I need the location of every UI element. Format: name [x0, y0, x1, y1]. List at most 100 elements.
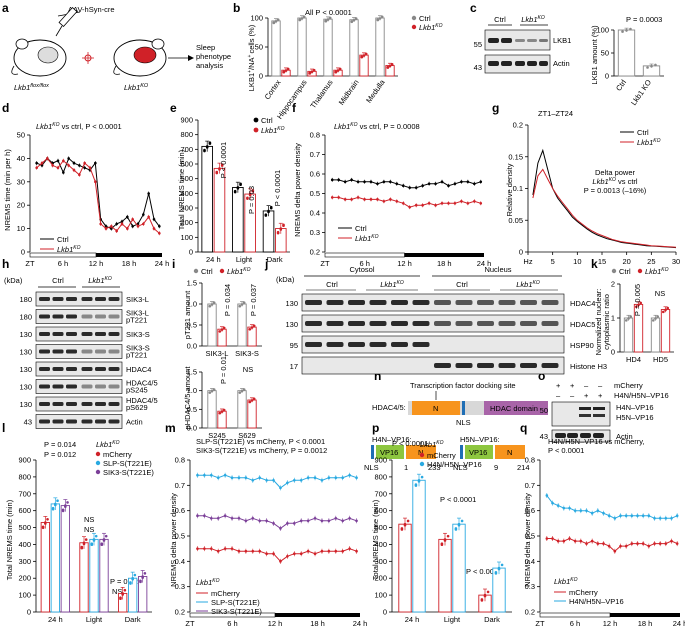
tf-docking-label: Transcription factor docking site	[410, 381, 516, 390]
y-tick-label-9: 900	[18, 456, 31, 465]
x-tick-label-0: SIK3-L	[206, 349, 229, 358]
y-tick-label-1: 0.3	[175, 582, 185, 591]
x-tick-label-2: 12 h	[397, 259, 412, 268]
data-point-2-16	[306, 519, 310, 523]
y-tick-label-5: 0.7	[525, 481, 535, 490]
panel-letter-o: o	[538, 369, 545, 383]
dot-4-1-3	[386, 65, 390, 69]
data-point-0-22	[670, 539, 673, 543]
y-tick-label-3: 0.5	[175, 532, 185, 541]
data-point-0-6	[369, 180, 373, 184]
panel-g-chart: ZT1–ZT24 Relative density 0 0.05 0.1 0.15 0.…	[505, 109, 680, 266]
band-3-0	[39, 349, 50, 354]
data-point-0-3	[562, 539, 566, 543]
data-point-0-20	[334, 549, 338, 553]
band-6-5	[108, 402, 120, 406]
panel-k-ylabel-2: cytoplasmic ratio	[602, 294, 611, 350]
panel-letter-m: m	[165, 421, 176, 435]
data-point-0-6	[579, 539, 583, 543]
data-point-0-17	[126, 215, 129, 219]
panel-letters: a b c d e f g h i j k l m n o p q	[2, 1, 598, 435]
panel-c-ylabel: LKB1 amount (%)	[590, 25, 599, 85]
data-point-1-4	[223, 473, 227, 477]
dot-1-1-1	[310, 70, 314, 74]
legend-ko-label: Lkb1KO	[645, 267, 669, 276]
panel-l-p-1: P = 0.014	[44, 440, 76, 449]
dot-0-1-2	[286, 67, 290, 71]
y-tick-label-1: 0.5	[187, 321, 197, 330]
panel-j-blot: (kDa) Cytosol Nucleus Ctrl Lkb1KO Ctrl L…	[276, 265, 607, 375]
band-0-9	[498, 300, 516, 305]
band-4-0	[39, 367, 50, 371]
dot-2-1-2	[133, 573, 137, 577]
hdac45-n-domain	[412, 401, 460, 415]
x-tick-label-0: S245	[208, 431, 226, 440]
dot-2-0-3	[480, 598, 484, 601]
band-label-2: SIK3-S	[126, 330, 150, 339]
series-line-0	[332, 179, 481, 189]
dot-4-1-2	[390, 63, 394, 66]
band-0-8	[477, 300, 494, 305]
data-point-0-15	[630, 542, 634, 545]
data-point-1-9	[596, 509, 600, 512]
band-4-2	[66, 367, 77, 371]
data-point-1-23	[479, 201, 483, 205]
dot-0-2-4	[64, 504, 67, 507]
panel-p-p-1: P < 0.0001	[392, 439, 428, 448]
panel-i-bottom-plot: 0.0 0.5 1.0 1.5 S245 S629 P = 0.01 NS	[187, 356, 262, 440]
panel-m-legend: Lkb1KO mCherry SLP-S(T221E) SIK3-S(T221E…	[196, 578, 262, 616]
bar-1-1	[452, 523, 466, 613]
y-tick-label-0: 0	[189, 248, 193, 257]
data-point-0-3	[216, 549, 220, 553]
band-5-0	[39, 384, 50, 389]
data-point-0-1	[203, 547, 206, 550]
blot-row-6	[35, 396, 123, 412]
band-0-6	[434, 300, 451, 305]
band-label-0: SIK3-L	[126, 295, 149, 304]
data-point-2-4	[223, 514, 227, 518]
panel-f-plot: 0.2 0.3 0.4 0.5 0.6 0.7 0.8 ZT 6 h 12 h 18 h 24 h	[310, 131, 492, 269]
dot-2-0-2	[328, 16, 332, 20]
kda-row-4: 130	[19, 365, 32, 374]
band-1-2	[348, 321, 365, 326]
data-point-0-10	[395, 182, 399, 186]
y-tick-label-2: 200	[180, 218, 193, 227]
band-0-3	[81, 297, 93, 301]
arrow-head-icon	[188, 55, 194, 61]
legend-sik3-label: SIK3-S(T221E)	[103, 468, 154, 477]
data-point-0-7	[585, 542, 588, 545]
data-point-1-4	[356, 196, 360, 199]
x-tick-label-1: 6 h	[360, 259, 370, 268]
o-sign-1-1: –	[570, 391, 575, 400]
bar-1-0	[297, 17, 307, 77]
data-point-1-19	[327, 476, 331, 480]
band-2-1	[326, 342, 344, 347]
dot-0-0-1	[210, 303, 214, 306]
x-tick-label-1: 5	[551, 257, 555, 266]
o-sign-0-1: +	[570, 381, 575, 390]
panel-c-pvalue: P = 0.0003	[626, 15, 662, 24]
band-4-3	[81, 367, 93, 371]
y-tick-label-0: 0	[519, 248, 523, 257]
data-point-1-22	[670, 516, 673, 520]
data-point-1-10	[265, 478, 268, 482]
panel-letter-i: i	[172, 257, 175, 271]
h5n-nls	[460, 445, 463, 459]
data-point-0-23	[479, 180, 483, 184]
dot-4-1-1	[388, 64, 392, 68]
y-tick-label-7: 700	[180, 145, 193, 154]
blot-row-0	[301, 293, 565, 312]
panel-letter-a: a	[2, 1, 9, 15]
y-tick-label-8: 800	[18, 472, 31, 481]
dot-0-1-1	[637, 303, 640, 307]
bar-1-0	[237, 303, 247, 347]
dot-3-1-2	[364, 52, 368, 56]
panel-letter-k: k	[591, 257, 598, 271]
data-point-0-22	[348, 547, 351, 550]
dot-3-1-3	[360, 55, 364, 59]
panel-g-plot: 0 0.05 0.1 0.15 0.2 Hz 5 10 15 20 25 30	[508, 121, 680, 267]
bar-4-0	[375, 17, 385, 77]
y-tick-label-0: 0.2	[525, 608, 535, 617]
bar-0-0	[271, 20, 281, 77]
band-2-2	[348, 342, 365, 347]
